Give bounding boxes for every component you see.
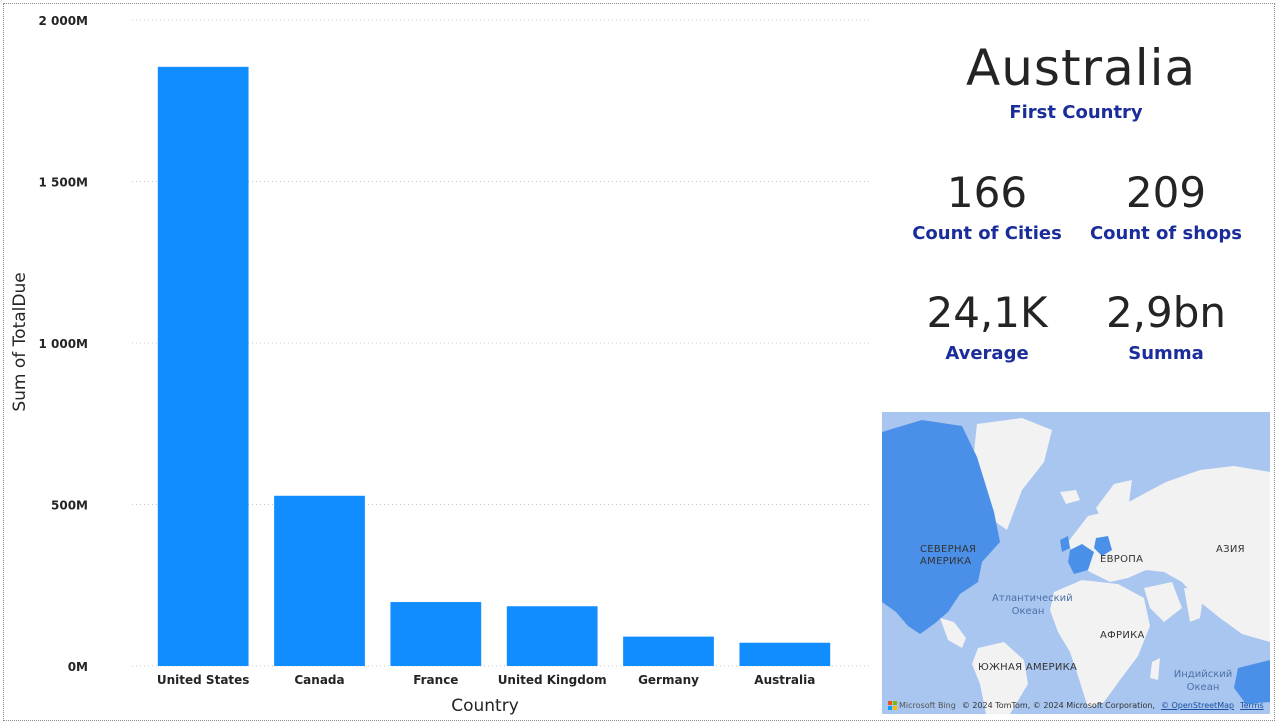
first-country-label: First Country: [1009, 102, 1143, 123]
y-axis-label: Sum of TotalDue: [10, 272, 30, 411]
microsoft-logo-icon: [888, 700, 897, 710]
first-country-card: Australia First Country: [966, 38, 1197, 126]
terms-link[interactable]: Terms: [1240, 700, 1264, 710]
map-label-atlantic: Атлантический Океан: [992, 593, 1073, 617]
map-label-south-america: ЮЖНАЯ АМЕРИКА: [978, 662, 1078, 673]
x-axis-label: Country: [451, 696, 519, 716]
map-attribution: Microsoft Bing © 2024 TomTom, © 2024 Mic…: [882, 696, 1270, 714]
average-label: Average: [945, 343, 1029, 364]
count-of-cities-card: 166 Count of Cities: [902, 168, 1072, 246]
bar-france[interactable]: [390, 602, 482, 666]
y-axis-ticks: 0M 500M 1 000M 1 500M 2 000M: [38, 14, 88, 674]
x-tick-label: Canada: [294, 673, 344, 687]
bing-logo: Microsoft Bing: [888, 700, 956, 710]
bar-chart: 0M 500M 1 000M 1 500M 2 000M United States Ca…: [10, 14, 870, 716]
average-card: 24,1K Average: [902, 288, 1072, 366]
gridlines: [132, 19, 870, 667]
x-tick-label: United Kingdom: [498, 673, 607, 687]
map-label-asia: АЗИЯ: [1216, 544, 1245, 555]
map-label-europe: ЕВРОПА: [1100, 554, 1144, 565]
x-tick-label: Germany: [638, 673, 699, 687]
map-land: [882, 418, 1270, 714]
summa-value: 2,9bn: [1105, 288, 1227, 337]
average-value: 24,1K: [926, 288, 1048, 337]
x-tick-label: Australia: [754, 673, 815, 687]
y-tick-label: 500M: [51, 499, 88, 513]
count-of-cities-label: Count of Cities: [912, 223, 1062, 244]
count-of-cities-value: 166: [946, 168, 1028, 217]
count-of-shops-label: Count of shops: [1089, 223, 1243, 244]
bars: [157, 66, 831, 666]
report-frame: [3, 3, 1275, 721]
openstreetmap-link[interactable]: © OpenStreetMap: [1160, 700, 1235, 710]
y-tick-label: 1 000M: [38, 337, 88, 351]
summa-label: Summa: [1128, 343, 1204, 364]
x-axis-ticks: United States Canada France United Kingdom G…: [157, 673, 815, 687]
x-tick-label: United States: [157, 673, 250, 687]
y-tick-label: 2 000M: [38, 14, 88, 28]
map-label-north-america: СЕВЕРНАЯ АМЕРИКА: [920, 544, 977, 567]
map-label-indian: Индийский Океан: [1173, 669, 1233, 693]
count-of-shops-value: 209: [1125, 168, 1207, 217]
world-map[interactable]: СЕВЕРНАЯ АМЕРИКА ЕВРОПА АЗИЯ АФРИКА ЮЖНА…: [882, 412, 1270, 714]
bar-united-kingdom[interactable]: [506, 606, 598, 666]
bar-united-states[interactable]: [157, 66, 249, 666]
x-tick-label: France: [413, 673, 458, 687]
y-tick-label: 1 500M: [38, 176, 88, 190]
count-of-shops-card: 209 Count of shops: [1081, 168, 1251, 246]
bing-text: Microsoft Bing: [899, 700, 956, 710]
y-tick-label: 0M: [68, 660, 88, 674]
first-country-value: Australia: [966, 39, 1197, 97]
bar-australia[interactable]: [739, 642, 831, 666]
summa-card: 2,9bn Summa: [1081, 288, 1251, 366]
map-label-africa: АФРИКА: [1100, 630, 1145, 641]
bar-germany[interactable]: [623, 636, 714, 666]
map-copyright: © 2024 TomTom, © 2024 Microsoft Corporat…: [961, 700, 1155, 710]
bar-canada[interactable]: [274, 495, 365, 666]
